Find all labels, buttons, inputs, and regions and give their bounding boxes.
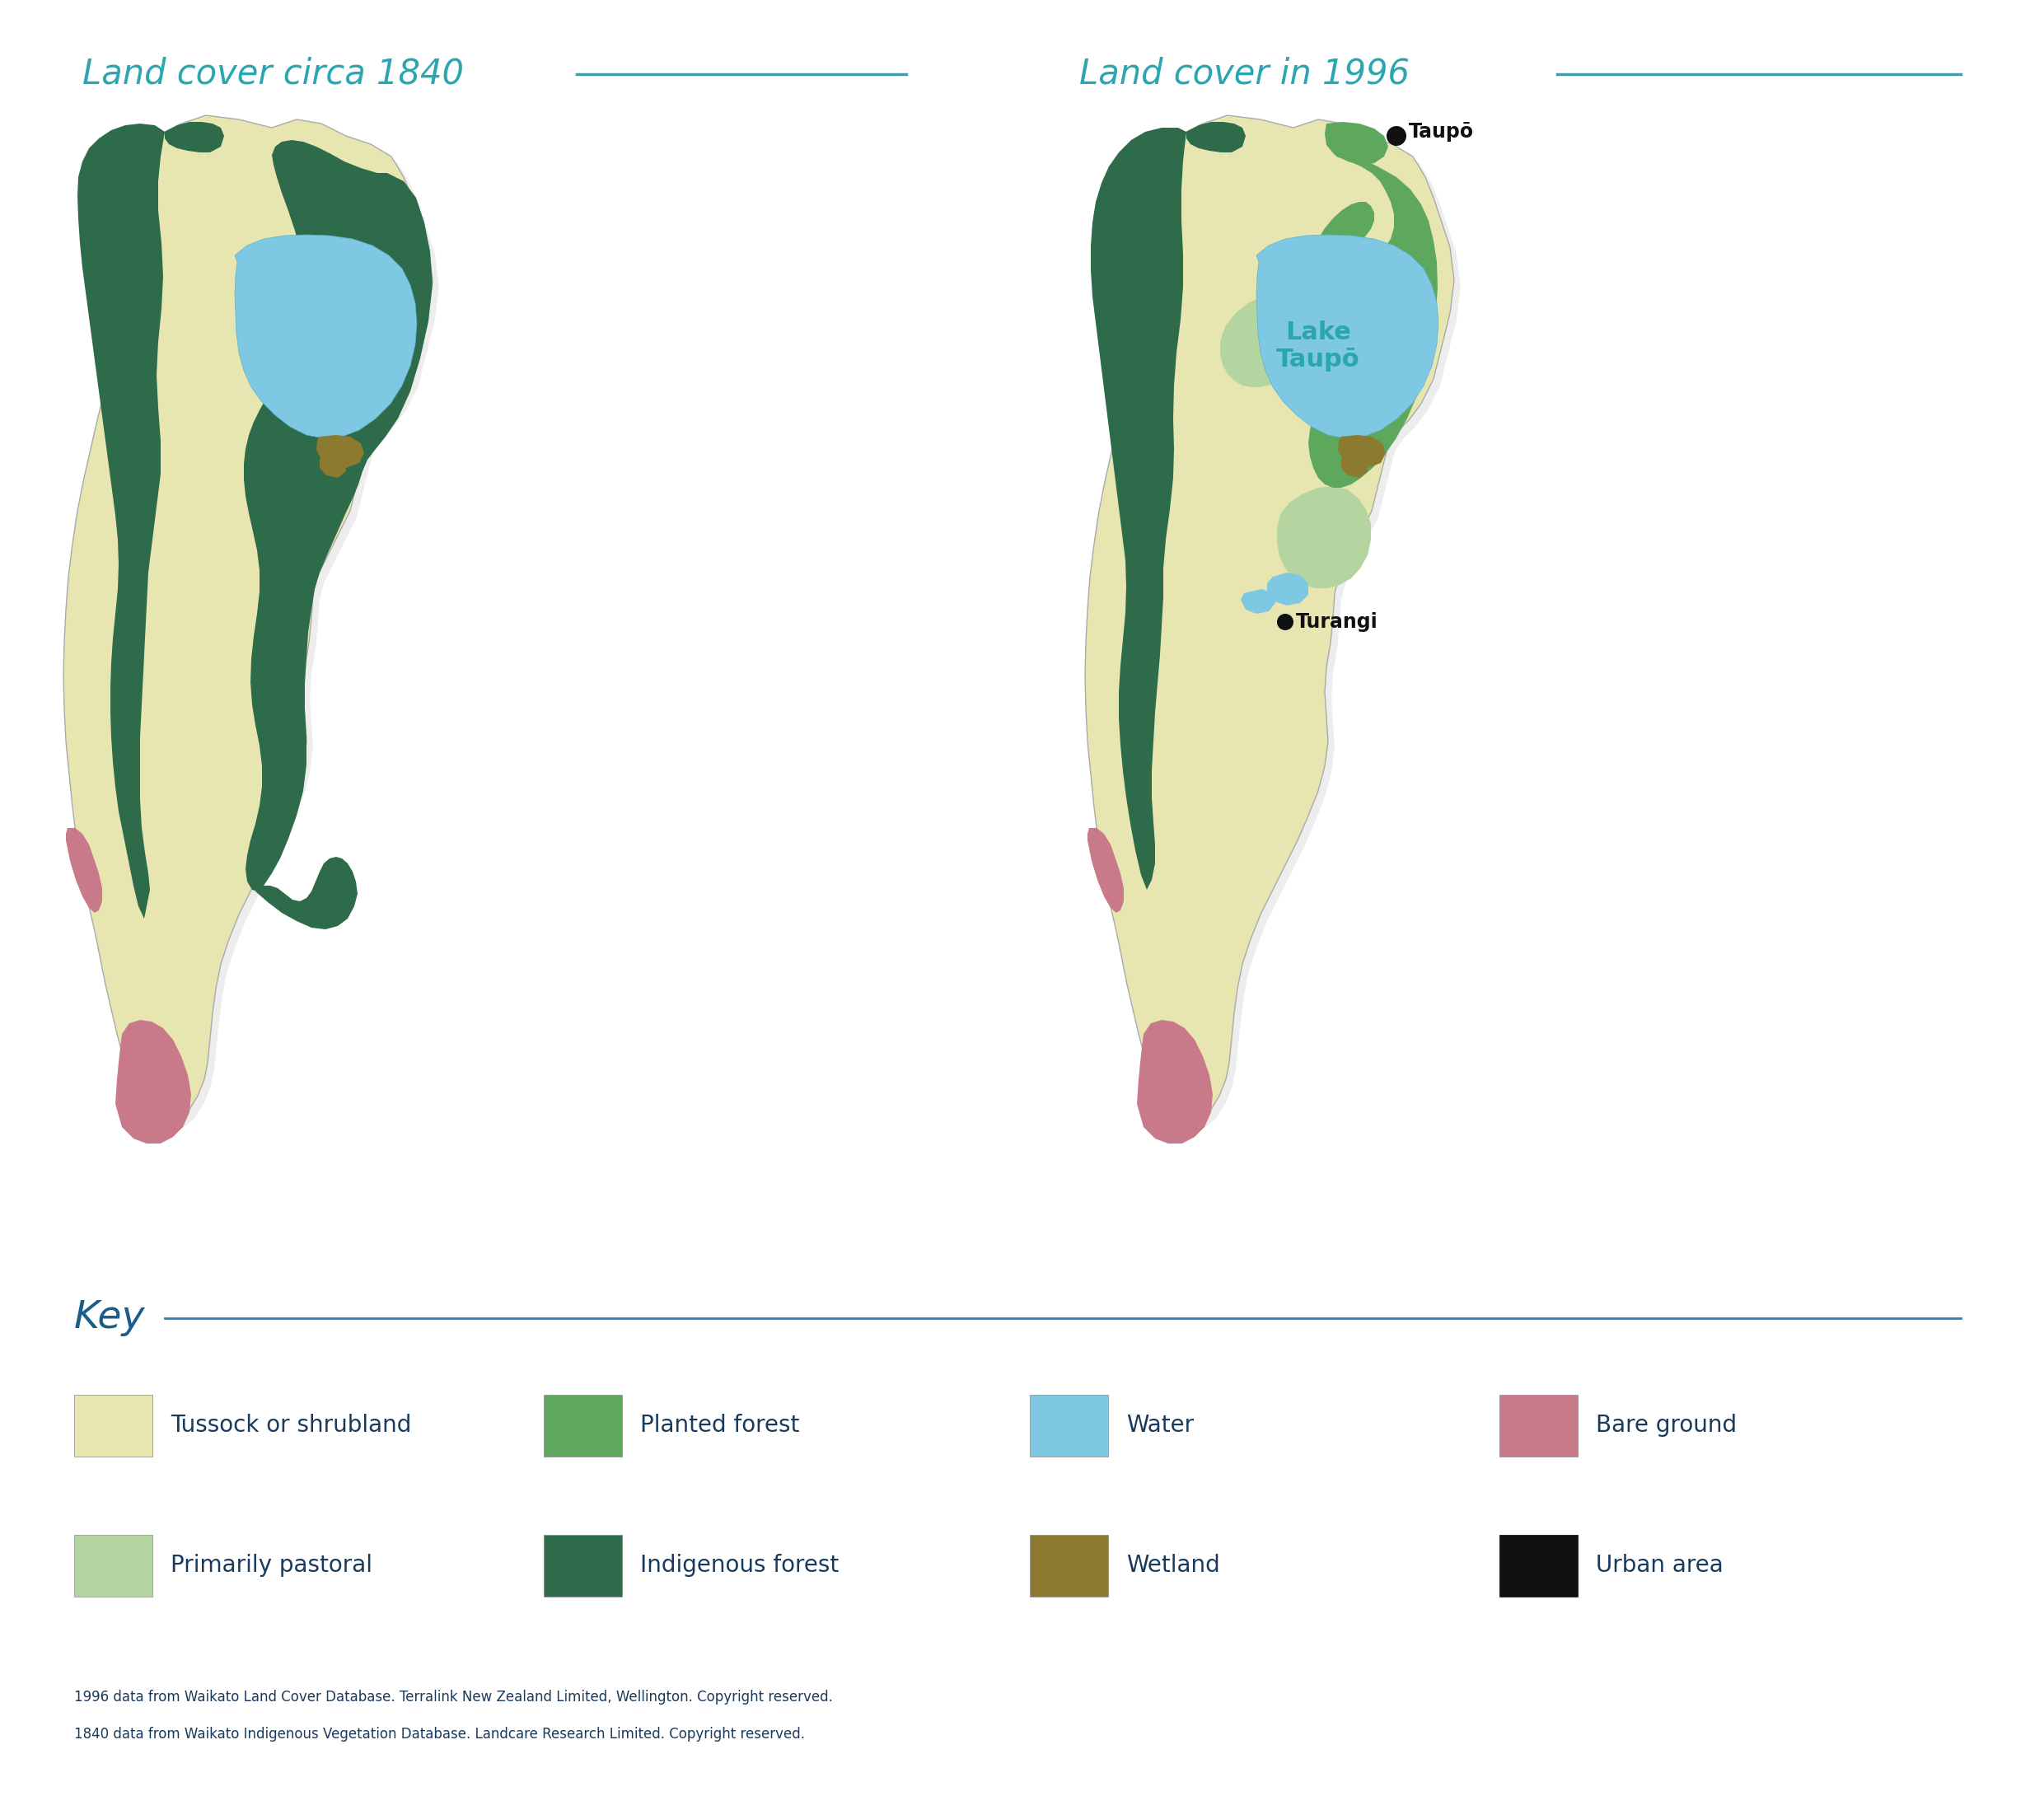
Polygon shape [1087, 828, 1124, 912]
Polygon shape [1186, 122, 1245, 153]
Text: 1996 data from Waikato Land Cover Database. Terralink New Zealand Limited, Welli: 1996 data from Waikato Land Cover Databa… [74, 1690, 832, 1704]
Polygon shape [69, 122, 439, 1139]
Text: Taupō: Taupō [1408, 122, 1474, 142]
Polygon shape [1267, 573, 1308, 605]
FancyBboxPatch shape [544, 1395, 621, 1457]
Text: Turangi: Turangi [1296, 612, 1378, 632]
Polygon shape [1325, 122, 1388, 165]
Text: 1840 data from Waikato Indigenous Vegetation Database. Landcare Research Limited: 1840 data from Waikato Indigenous Vegeta… [74, 1726, 805, 1742]
Text: Water: Water [1126, 1413, 1194, 1437]
Polygon shape [317, 435, 364, 469]
Text: Wetland: Wetland [1126, 1554, 1220, 1577]
FancyBboxPatch shape [74, 1536, 153, 1597]
Text: Land cover in 1996: Land cover in 1996 [1079, 57, 1410, 92]
Polygon shape [1339, 435, 1386, 469]
Text: Planted forest: Planted forest [640, 1413, 799, 1437]
Text: Lake
Taupō: Lake Taupō [1275, 320, 1359, 372]
Text: Bare ground: Bare ground [1596, 1413, 1737, 1437]
Polygon shape [1091, 128, 1186, 889]
FancyBboxPatch shape [1030, 1395, 1108, 1457]
Polygon shape [256, 857, 358, 929]
Text: Primarily pastoral: Primarily pastoral [170, 1554, 372, 1577]
Polygon shape [63, 115, 433, 1133]
Polygon shape [1136, 1020, 1212, 1144]
Polygon shape [1308, 149, 1437, 489]
Polygon shape [1220, 293, 1327, 388]
Text: Lake
Taupō: Lake Taupō [256, 320, 339, 372]
Text: Urban area: Urban area [1596, 1554, 1723, 1577]
Circle shape [1278, 614, 1294, 630]
Polygon shape [235, 235, 417, 438]
Polygon shape [1341, 456, 1367, 478]
Polygon shape [166, 122, 225, 153]
Polygon shape [319, 456, 345, 478]
Polygon shape [78, 124, 166, 918]
Text: Indigenous forest: Indigenous forest [640, 1554, 838, 1577]
Polygon shape [1085, 115, 1453, 1133]
Polygon shape [243, 140, 433, 891]
FancyBboxPatch shape [1030, 1536, 1108, 1597]
Circle shape [1386, 126, 1406, 145]
Text: Tussock or shrubland: Tussock or shrubland [170, 1413, 411, 1437]
Polygon shape [114, 1020, 192, 1144]
Polygon shape [1241, 589, 1275, 614]
Polygon shape [1091, 122, 1461, 1139]
Polygon shape [65, 828, 102, 912]
Text: Land cover circa 1840: Land cover circa 1840 [82, 57, 464, 92]
Text: Key: Key [74, 1300, 145, 1336]
FancyBboxPatch shape [1500, 1536, 1578, 1597]
FancyBboxPatch shape [1500, 1395, 1578, 1457]
FancyBboxPatch shape [74, 1395, 153, 1457]
Polygon shape [1278, 487, 1372, 589]
FancyBboxPatch shape [544, 1536, 621, 1597]
Polygon shape [1257, 235, 1439, 438]
